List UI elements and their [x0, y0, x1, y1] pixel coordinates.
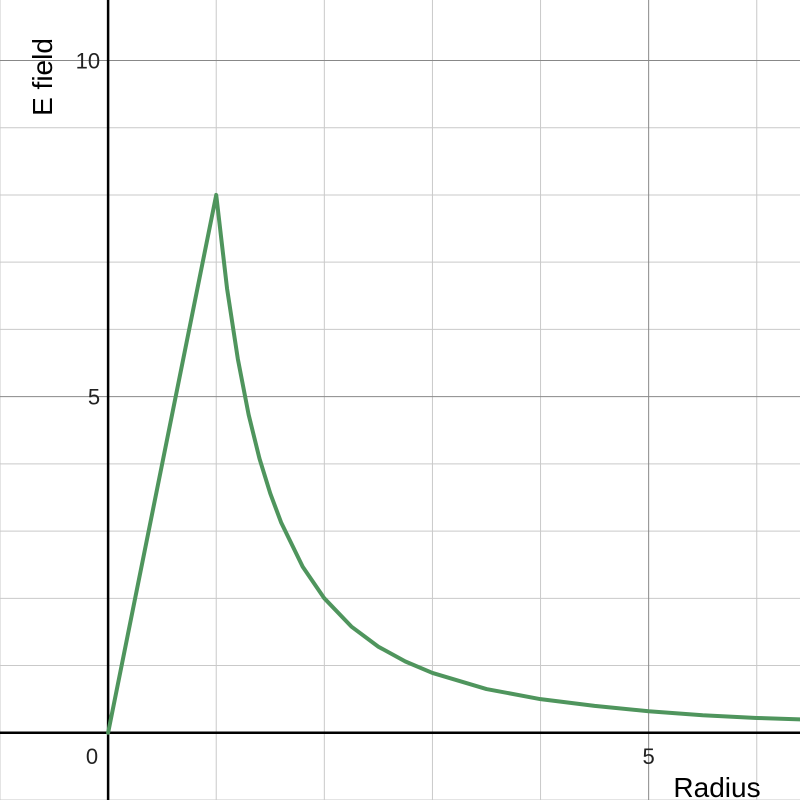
y-axis-label: E field: [27, 38, 58, 116]
tick-labels: 5 5 10 0: [76, 49, 655, 769]
series-line: [106, 192, 800, 735]
origin-label: 0: [86, 744, 98, 769]
y-tick-label: 5: [88, 385, 100, 410]
x-tick-label: 5: [643, 744, 655, 769]
y-tick-label: 10: [76, 49, 100, 74]
series-layer: [106, 192, 800, 735]
x-axis-label: Radius: [673, 772, 760, 800]
